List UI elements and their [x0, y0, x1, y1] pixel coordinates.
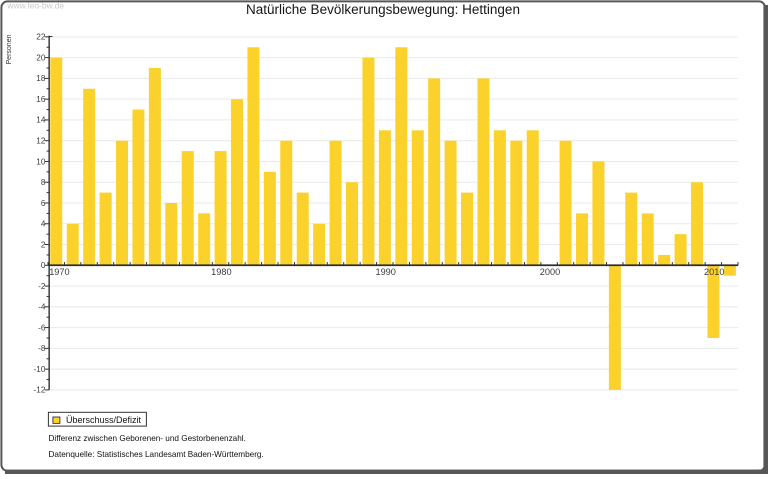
svg-text:www.leo-bw.de: www.leo-bw.de [6, 1, 64, 11]
svg-text:20: 20 [36, 53, 46, 62]
svg-text:14: 14 [36, 116, 46, 125]
svg-text:10: 10 [36, 157, 46, 166]
svg-text:Datenquelle: Statistisches Lan: Datenquelle: Statistisches Landesamt Bad… [49, 450, 264, 459]
svg-text:1970: 1970 [49, 267, 69, 277]
svg-text:Natürliche Bevölkerungsbewegun: Natürliche Bevölkerungsbewegung: Hetting… [246, 2, 520, 17]
svg-text:2: 2 [41, 240, 46, 249]
svg-text:-4: -4 [38, 303, 46, 312]
svg-text:-10: -10 [34, 365, 46, 374]
svg-text:-8: -8 [38, 344, 46, 353]
svg-text:12: 12 [36, 136, 46, 145]
svg-text:Überschuss/Defizit: Überschuss/Defizit [66, 415, 142, 425]
svg-text:1990: 1990 [375, 267, 395, 277]
svg-text:0: 0 [41, 261, 46, 270]
svg-text:-2: -2 [38, 282, 46, 291]
svg-text:2000: 2000 [540, 267, 560, 277]
svg-text:-12: -12 [34, 386, 46, 395]
svg-text:Personen: Personen [6, 34, 13, 64]
svg-text:4: 4 [41, 220, 46, 229]
svg-text:-6: -6 [38, 323, 46, 332]
svg-text:18: 18 [36, 74, 46, 83]
svg-text:8: 8 [41, 178, 46, 187]
svg-text:22: 22 [36, 33, 46, 42]
svg-text:Differenz zwischen Geborenen-: Differenz zwischen Geborenen- und Gestor… [49, 434, 246, 443]
svg-text:2010: 2010 [704, 267, 724, 277]
svg-text:1980: 1980 [211, 267, 231, 277]
svg-text:6: 6 [41, 199, 46, 208]
svg-text:16: 16 [36, 95, 46, 104]
